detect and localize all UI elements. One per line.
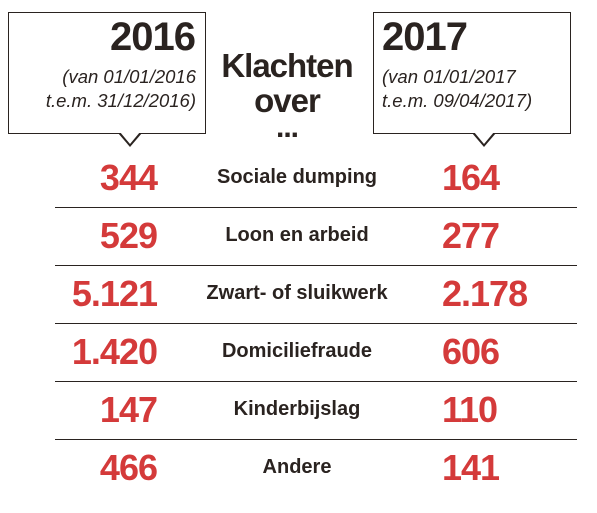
value-2016: 466 — [99, 447, 158, 488]
year-2016-range-line1: (van 01/01/2016 — [62, 66, 196, 87]
value-2016: 147 — [99, 389, 158, 430]
year-2016-range: (van 01/01/2016 t.e.m. 31/12/2016) — [46, 65, 196, 113]
category-label: Andere — [262, 456, 332, 478]
table-row: 344 Sociale dumping 164 — [0, 150, 597, 208]
year-2016-callout: 2016 (van 01/01/2016 t.e.m. 31/12/2016) — [8, 12, 206, 134]
table-row: 147 Kinderbijslag 110 — [0, 382, 597, 440]
column-header-line1: Klachten — [221, 47, 353, 84]
value-2017: 277 — [442, 215, 500, 256]
column-header-line2: over — [254, 82, 321, 119]
value-2016: 5.121 — [71, 273, 158, 314]
column-header-ellipsis: ... — [275, 111, 299, 144]
year-2017-title: 2017 — [382, 15, 468, 59]
category-label: Sociale dumping — [216, 166, 378, 188]
category-label: Loon en arbeid — [225, 224, 369, 246]
table-row: 529 Loon en arbeid 277 — [0, 208, 597, 266]
value-2017: 164 — [442, 157, 500, 198]
row-divider — [55, 322, 577, 324]
year-2017-range-line2: t.e.m. 09/04/2017) — [382, 90, 533, 111]
category-label: Domiciliefraude — [221, 340, 373, 362]
year-2016-title: 2016 — [110, 15, 196, 59]
category-label: Kinderbijslag — [233, 398, 361, 420]
row-divider — [55, 380, 577, 382]
value-2016: 529 — [99, 215, 158, 256]
year-2017-range: (van 01/01/2017 t.e.m. 09/04/2017) — [382, 65, 532, 113]
value-2016: 344 — [99, 157, 158, 198]
row-divider — [55, 264, 577, 266]
value-2017: 141 — [442, 447, 500, 488]
callout-tail-2016-fill — [120, 132, 140, 144]
complaints-table: 344 Sociale dumping 164 529 Loon en arbe… — [0, 150, 597, 498]
table-row: 5.121 Zwart- of sluikwerk 2.178 — [0, 266, 597, 324]
row-divider — [55, 438, 577, 440]
value-2017: 110 — [442, 389, 498, 430]
table-row: 466 Andere 141 — [0, 440, 597, 498]
year-2017-range-line1: (van 01/01/2017 — [382, 66, 516, 87]
value-2017: 2.178 — [442, 273, 528, 314]
value-2016: 1.420 — [71, 331, 158, 372]
category-label: Zwart- of sluikwerk — [206, 282, 388, 304]
year-2016-range-line2: t.e.m. 31/12/2016) — [45, 90, 196, 111]
value-2017: 606 — [442, 331, 500, 372]
year-2017-callout: 2017 (van 01/01/2017 t.e.m. 09/04/2017) — [373, 12, 571, 134]
callout-tail-2017-fill — [474, 132, 494, 144]
column-header-complaints: Klachten over ... — [212, 47, 362, 144]
row-divider — [55, 206, 577, 208]
table-row: 1.420 Domiciliefraude 606 — [0, 324, 597, 382]
